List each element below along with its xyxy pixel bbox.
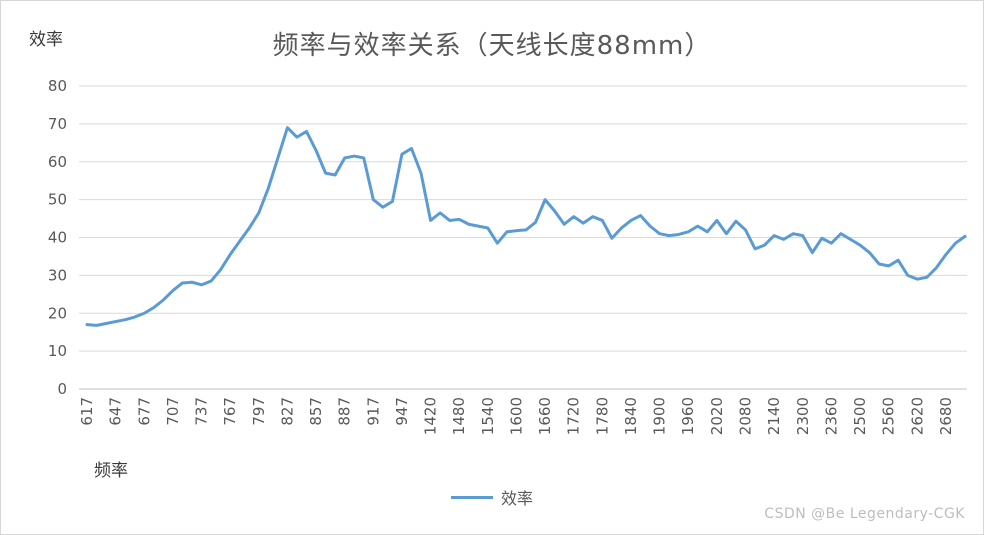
x-tick-label: 2020 [708, 397, 726, 435]
x-axis-title: 频率 [94, 461, 128, 481]
y-tick-label: 40 [48, 229, 67, 247]
x-tick-label: 2500 [851, 397, 869, 435]
x-tick-label: 2140 [765, 397, 783, 435]
legend: 效率 [1, 485, 983, 509]
x-tick-label: 2360 [822, 397, 840, 435]
x-tick-label: 1420 [422, 397, 440, 435]
x-tick-label: 1660 [536, 397, 554, 435]
x-tick-label: 1720 [565, 397, 583, 435]
x-tick-label: 2560 [880, 397, 898, 435]
x-tick-label: 1840 [622, 397, 640, 435]
x-tick-label: 1900 [651, 397, 669, 435]
chart-title: 频率与效率关系（天线长度88mm） [272, 31, 712, 61]
y-tick-label: 60 [48, 153, 67, 171]
x-tick-label: 797 [250, 397, 268, 426]
series-line-efficiency [85, 126, 967, 327]
x-tick-label: 767 [221, 397, 239, 426]
x-tick-label: 2300 [794, 397, 812, 435]
y-axis-title: 效率 [29, 30, 63, 50]
x-tick-label: 827 [278, 397, 296, 426]
x-tick-label: 737 [193, 397, 211, 426]
legend-series-label: 效率 [500, 489, 533, 508]
y-tick-label: 0 [57, 380, 67, 398]
y-tick-label: 20 [48, 304, 67, 322]
x-tick-label: 1540 [479, 397, 497, 435]
x-tick-label: 677 [135, 397, 153, 426]
y-tick-label: 70 [48, 115, 67, 133]
x-tick-label: 857 [307, 397, 325, 426]
x-tick-label: 647 [107, 397, 125, 426]
y-tick-label: 80 [48, 77, 67, 95]
x-tick-label: 947 [393, 397, 411, 426]
x-tick-label: 707 [164, 397, 182, 426]
y-tick-label: 10 [48, 342, 67, 360]
x-tick-label: 1960 [679, 397, 697, 435]
x-tick-label: 1780 [593, 397, 611, 435]
x-tick-label: 2680 [937, 397, 955, 435]
legend-line-marker [450, 495, 493, 499]
y-tick-label: 50 [48, 191, 67, 209]
x-tick-label: 617 [78, 397, 96, 426]
watermark-text: CSDN @Be Legendary-CGK [764, 506, 965, 522]
x-tick-label: 2620 [908, 397, 926, 435]
x-tick-label: 1480 [450, 397, 468, 435]
x-tick-label: 2080 [737, 397, 755, 435]
y-tick-label: 30 [48, 266, 67, 284]
x-tick-label: 887 [336, 397, 354, 426]
x-tick-label: 1600 [507, 397, 525, 435]
x-tick-label: 917 [364, 397, 382, 426]
